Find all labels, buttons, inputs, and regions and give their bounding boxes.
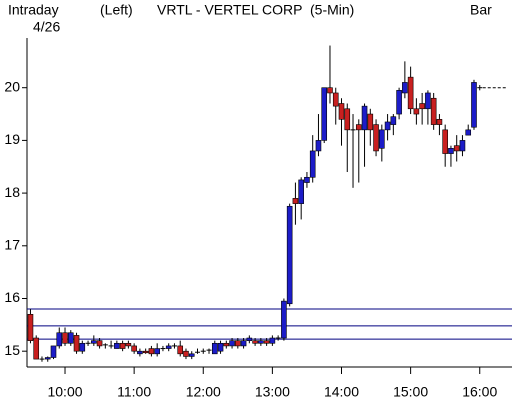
candle-body <box>430 97 437 125</box>
style-label: Bar <box>470 2 492 18</box>
y-tick-label: 19 <box>4 131 20 147</box>
candle-body <box>292 198 299 204</box>
x-tick-label: 12:00 <box>186 384 221 400</box>
candle-body <box>211 342 218 355</box>
candle-body <box>165 345 172 349</box>
candle-body <box>419 103 425 110</box>
candle-body <box>33 337 40 360</box>
candle-body <box>131 345 137 352</box>
candle-body <box>281 300 287 339</box>
candle-body <box>246 337 253 341</box>
candle-body <box>148 348 155 355</box>
candle-body <box>373 124 379 152</box>
candle-body <box>413 108 420 115</box>
candle-body <box>177 345 184 355</box>
candle-body <box>459 140 466 152</box>
y-tick-label: 18 <box>4 184 20 200</box>
candle-body <box>258 340 264 344</box>
x-tick-label: 16:00 <box>462 384 497 400</box>
x-tick-label: 11:00 <box>117 384 151 400</box>
candle-body <box>96 340 103 347</box>
candle-body <box>240 340 247 347</box>
candle-body <box>402 82 408 94</box>
y-tick-label: 16 <box>4 289 20 305</box>
candle-body <box>62 332 68 344</box>
candle-body <box>407 76 414 110</box>
y-tick-label: 17 <box>4 236 20 252</box>
candle-body <box>217 342 224 352</box>
candle-body <box>67 332 74 344</box>
candle-body <box>229 340 235 347</box>
mode-label: Intraday <box>8 2 59 18</box>
x-tick-label: 13:00 <box>255 384 290 400</box>
candle-body <box>453 145 460 152</box>
candle-body <box>142 350 149 354</box>
candle-body <box>471 82 477 128</box>
candle-body <box>327 87 333 94</box>
chart-title: VRTL - VERTEL CORP (5-Min) <box>157 2 354 18</box>
candle-body <box>252 340 258 344</box>
candle-body <box>286 205 293 305</box>
candle-body <box>361 105 368 131</box>
candle-body <box>315 140 322 152</box>
candle-body <box>79 342 86 352</box>
candle-body <box>188 353 195 357</box>
candle-body <box>321 87 328 141</box>
candle-body <box>304 176 310 183</box>
candle-body <box>56 332 63 347</box>
x-tick-label: 15:00 <box>393 384 428 400</box>
candle-body <box>338 103 345 120</box>
candle-body <box>125 342 132 347</box>
candle-body <box>344 108 351 131</box>
date-label: 4/26 <box>33 19 60 35</box>
candle-body <box>384 121 391 131</box>
candle-body <box>332 92 339 107</box>
candle-body <box>396 90 402 115</box>
candle-body <box>73 335 80 352</box>
candle-body <box>436 119 443 125</box>
candle-body <box>154 348 160 355</box>
candle-body <box>367 113 374 131</box>
candle-body <box>50 345 57 358</box>
candle-body <box>183 350 189 357</box>
x-tick-label: 10:00 <box>47 384 82 400</box>
candle-body <box>390 116 397 125</box>
candle-body <box>448 148 454 154</box>
candle-body <box>298 179 304 204</box>
candle-body <box>379 129 385 149</box>
candle-body <box>465 129 472 136</box>
candle-body <box>235 340 241 347</box>
candle-body <box>425 92 431 110</box>
candle-body <box>137 350 143 355</box>
side-label: (Left) <box>100 2 133 18</box>
y-tick-label: 20 <box>4 78 20 94</box>
candle-body <box>223 342 230 347</box>
candle-body <box>91 340 97 344</box>
candle-body <box>263 340 270 344</box>
candle-body <box>309 150 316 178</box>
candle-body <box>27 314 34 341</box>
candle-body <box>114 342 120 349</box>
candle-body <box>119 342 126 349</box>
candle-body <box>355 124 362 131</box>
candle-body <box>44 357 51 360</box>
candle-body <box>442 129 448 154</box>
y-tick-label: 15 <box>4 342 20 358</box>
candle-body <box>269 337 276 344</box>
x-tick-label: 14:00 <box>324 384 359 400</box>
